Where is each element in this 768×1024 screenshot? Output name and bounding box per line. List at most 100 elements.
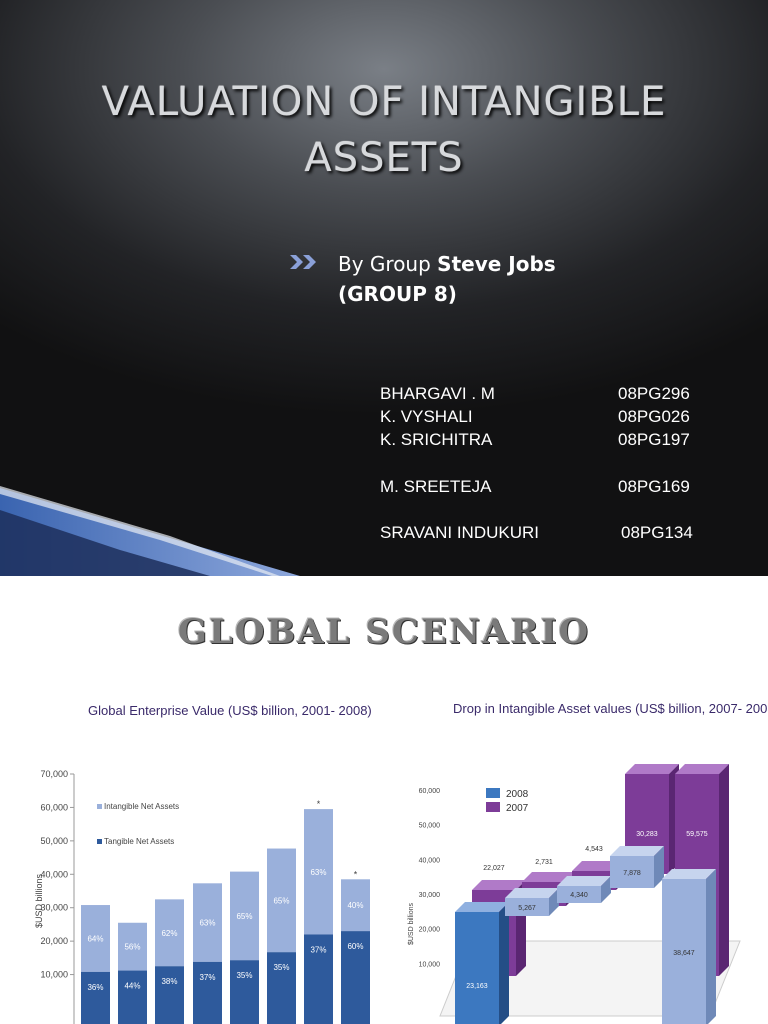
- title-line-1: VALUATION OF INTANGIBLE: [101, 79, 667, 125]
- y-tick-label: 30,000: [419, 892, 441, 899]
- slide-title: VALUATION OF INTANGIBLE ASSETS: [0, 74, 768, 186]
- bar-top: [522, 872, 576, 882]
- bar-label-intangible: 56%: [124, 943, 140, 952]
- y-axis-label: $USD billions: [408, 902, 415, 945]
- chart1-legend: Intangible Net Assets Tangible Net Assets: [97, 802, 179, 846]
- bar-label-intangible: 65%: [236, 912, 252, 921]
- member-name: K. SRICHITRA: [380, 430, 493, 449]
- bar-marker: *: [354, 869, 358, 879]
- bar-side: [719, 764, 729, 976]
- by-group-line: By Group Steve Jobs: [338, 250, 556, 278]
- value-label-2008: 7,878: [623, 870, 641, 877]
- value-label-2008: 4,340: [570, 892, 588, 899]
- y-tick-label: 20,000: [40, 936, 68, 946]
- bar-label-tangible: 36%: [87, 983, 103, 992]
- chart2-bars: 22,027 2,731 4,543 30,283 59,575 23,163 5,267 4…: [455, 764, 729, 1024]
- group-number: (GROUP 8): [338, 282, 457, 306]
- value-label-2008: 38,647: [673, 950, 695, 957]
- bar-3d: [662, 869, 716, 1024]
- global-scenario-slide: GLOBAL SCENARIO Global Enterprise Value …: [0, 576, 768, 1024]
- y-tick-label: 70,000: [40, 769, 68, 779]
- chart1-bars: 64% 36% 56% 44% 62% 38% 63% 37% 65% 35% 65% 35% 63% 3…: [81, 799, 370, 1024]
- bar-label-tangible: 35%: [236, 971, 252, 980]
- bar-top: [662, 869, 716, 879]
- member-name: BHARGAVI . M: [380, 384, 495, 403]
- bar-label-tangible: 37%: [310, 945, 326, 954]
- member-id: 08PG169: [618, 477, 690, 496]
- bar-intangible: [118, 922, 147, 971]
- bar-label-intangible: 63%: [199, 919, 215, 928]
- member-name: SRAVANI INDUKURI: [380, 523, 540, 542]
- bar-tangible: [193, 961, 222, 1024]
- value-label-2008: 5,267: [518, 905, 536, 912]
- y-axis-label: $USD billions: [34, 873, 44, 928]
- y-tick-label: 30,000: [40, 903, 68, 913]
- bar-side: [601, 876, 611, 903]
- bar-label-intangible: 64%: [87, 934, 103, 943]
- legend-swatch-2007: [486, 802, 500, 812]
- y-tick-label: 40,000: [40, 869, 68, 879]
- bar-3d: [505, 888, 559, 916]
- y-tick-label: 10,000: [419, 961, 441, 968]
- title-slide: VALUATION OF INTANGIBLE ASSETS By Group …: [0, 0, 768, 576]
- double-chevron-icon: [290, 255, 316, 269]
- decorative-swoosh: [0, 486, 300, 576]
- by-group-prefix: By Group: [338, 252, 438, 276]
- value-label-2007: 2,731: [535, 859, 553, 866]
- y-tick-label: 50,000: [419, 823, 441, 830]
- legend-label-2007: 2007: [506, 803, 529, 814]
- bar-side: [549, 888, 559, 916]
- y-tick-label: 60,000: [419, 788, 441, 795]
- y-tick-label: 10,000: [40, 970, 68, 980]
- bar-side: [706, 869, 716, 1024]
- value-label-2007: 4,543: [585, 846, 603, 853]
- bar-label-intangible: 40%: [347, 901, 363, 910]
- bar-tangible: [230, 960, 259, 1024]
- bar-front: [505, 898, 549, 916]
- bar-front: [610, 856, 654, 888]
- title-line-2: ASSETS: [304, 135, 464, 181]
- member-id: 08PG134: [621, 523, 693, 542]
- y-tick-label: 60,000: [40, 802, 68, 812]
- bar-label-intangible: 63%: [310, 868, 326, 877]
- bar-label-intangible: 65%: [273, 896, 289, 905]
- y-tick-label: 50,000: [40, 836, 68, 846]
- bar-3d: [455, 902, 509, 1024]
- chart2-axis: 60,000 50,000 40,000 30,000 20,000 10,000 $USD…: [408, 788, 440, 968]
- bar-intangible: [193, 883, 222, 962]
- bar-intangible: [304, 809, 333, 935]
- bar-intangible: [230, 871, 259, 961]
- bar-top: [505, 888, 559, 898]
- legend-swatch-2008: [486, 788, 500, 798]
- chart1-axis: 70,000 60,000 50,000 40,000 30,000 20,000 10,0…: [34, 769, 75, 1024]
- bar-front: [557, 886, 601, 903]
- bar-marker: *: [317, 799, 321, 809]
- bar-label-tangible: 38%: [161, 977, 177, 986]
- chart1-title: Global Enterprise Value (US$ billion, 20…: [88, 703, 372, 718]
- value-label-2007: 59,575: [686, 831, 708, 838]
- bar-tangible: [341, 931, 370, 1024]
- bar-label-intangible: 62%: [161, 929, 177, 938]
- y-tick-label: 20,000: [419, 927, 441, 934]
- intangible-drop-chart: 60,000 50,000 40,000 30,000 20,000 10,000 $USD…: [408, 764, 741, 1024]
- value-label-2008: 23,163: [466, 983, 488, 990]
- bar-label-tangible: 35%: [273, 963, 289, 972]
- bar-label-tangible: 37%: [199, 973, 215, 982]
- slide-title: GLOBAL SCENARIO: [177, 612, 591, 652]
- bar-top: [455, 902, 509, 912]
- legend-label-2008: 2008: [506, 789, 529, 800]
- bar-top: [472, 880, 526, 890]
- bar-top: [625, 764, 679, 774]
- y-tick-label: 40,000: [419, 857, 441, 864]
- member-id: 08PG296: [618, 384, 690, 403]
- bar-top: [675, 764, 729, 774]
- chart2-title: Drop in Intangible Asset values (US$ bil…: [453, 701, 768, 716]
- member-name: M. SREETEJA: [380, 477, 492, 496]
- bar-front: [455, 912, 499, 1024]
- bar-tangible: [118, 970, 147, 1024]
- legend-label-intangible: Intangible Net Assets: [104, 802, 179, 811]
- bar-tangible: [304, 934, 333, 1024]
- bar-tangible: [81, 971, 110, 1024]
- chart2-legend: 2008 2007: [486, 788, 529, 814]
- value-label-2007: 30,283: [636, 831, 658, 838]
